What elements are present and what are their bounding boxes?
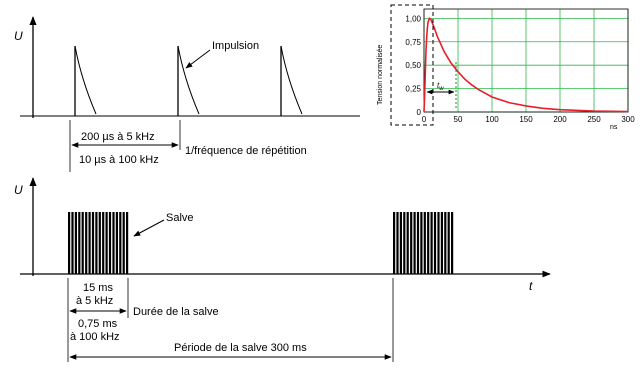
impulse-3	[280, 45, 303, 116]
burst-pulse	[81, 212, 84, 274]
x-tick-label-5: 250	[587, 115, 601, 124]
burst-pulse	[403, 212, 406, 274]
burst-pulse	[406, 212, 409, 274]
burst-pulse	[78, 212, 81, 274]
chart-frame	[423, 8, 629, 113]
burst-pulse	[119, 212, 122, 274]
burst-duration-100khz-line2: à 100 kHz	[70, 331, 120, 343]
burst-pulse	[440, 212, 443, 274]
y-tick-labels: 1,00 0,75 0,50 0,25 0	[405, 14, 421, 117]
burst-pulse	[102, 212, 105, 274]
y-tick-label-2: 0,50	[405, 61, 421, 70]
burst-pulse	[399, 212, 402, 274]
x-tick-labels: 0 50 100 150 200 250 300	[422, 115, 635, 124]
burst-pulse	[85, 212, 88, 274]
burst-pulse	[427, 212, 430, 274]
x-tick-label-4: 200	[553, 115, 567, 124]
impulse-pointer	[185, 49, 211, 69]
chart-xunit: ns	[610, 124, 618, 131]
burst-pulse	[105, 212, 108, 274]
top-impulse-diagram: U Impulsion 200 µs à 5 kHz 10 µs à 100 k…	[14, 16, 360, 172]
burst-duration-5khz-line2: à 5 kHz	[76, 295, 113, 307]
burst-pulse	[126, 212, 129, 274]
burst-pulse	[396, 212, 399, 274]
y-tick-label-1: 0,75	[405, 38, 421, 47]
x-tick-label-3: 150	[519, 115, 533, 124]
burst-pulse	[71, 212, 74, 274]
burst-1	[68, 212, 129, 274]
burst-duration-5khz-line1: 15 ms	[83, 282, 113, 294]
burst-pulse	[416, 212, 420, 274]
rise-time-zoom-box	[390, 4, 434, 126]
x-tick-label-2: 100	[485, 115, 499, 124]
burst-pulse	[98, 212, 101, 274]
x-tick-label-0: 0	[422, 115, 427, 124]
burst-pulse	[74, 212, 77, 274]
x-tick-label-6: 300	[621, 115, 635, 124]
impulse-2	[177, 45, 200, 116]
impulse-1	[74, 45, 97, 116]
burst-pulse	[112, 212, 115, 274]
burst-duration-100khz-line1: 0,75 ms	[78, 318, 118, 330]
burst-pulse	[95, 212, 98, 274]
burst-pulse	[444, 212, 447, 274]
burst-pulse	[447, 212, 450, 274]
burst-pointer	[133, 219, 165, 237]
repetition-label: 1/fréquence de répétition	[185, 145, 307, 157]
bottom-burst-diagram: U t Salve 15 ms à 5 kHz Durée de la salv…	[14, 177, 551, 362]
burst-label: Salve	[166, 212, 194, 224]
pulse-curve	[423, 17, 629, 113]
chart-grid	[423, 9, 629, 113]
burst-pulse	[393, 212, 396, 274]
y-tick-label-4: 0	[417, 108, 422, 117]
chart-ylabel: Tension normalisée	[377, 45, 384, 105]
burst-pulse	[423, 212, 426, 274]
top-axis-label-u: U	[14, 29, 23, 43]
y-tick-label-3: 0,25	[405, 85, 421, 94]
burst-pulse	[88, 212, 91, 274]
bottom-axis-label-u: U	[14, 183, 23, 197]
pulse-chart: 1,000,750,500,250 0 50 100 150 200 250 300 ns …	[377, 4, 635, 131]
burst-period-label: Période de la salve 300 ms	[174, 342, 307, 354]
tw-label: tw	[437, 81, 444, 92]
period-100khz-label: 10 µs à 100 kHz	[79, 154, 159, 166]
burst-pulse	[433, 212, 437, 274]
burst-pulse	[437, 212, 440, 274]
burst-pulse	[430, 212, 433, 274]
burst-pulse	[451, 212, 454, 274]
burst-pulse	[91, 212, 95, 274]
burst-2	[393, 212, 454, 274]
period-5khz-label: 200 µs à 5 kHz	[81, 131, 155, 143]
bottom-axis-label-t: t	[529, 279, 533, 293]
burst-duration-label: Durée de la salve	[133, 306, 219, 318]
burst-pulse	[413, 212, 416, 274]
y-tick-label-0: 1,00	[405, 14, 421, 23]
burst-pulse	[115, 212, 118, 274]
burst-pulse	[420, 212, 423, 274]
burst-pulse	[68, 212, 71, 274]
impulse-label: Impulsion	[212, 40, 259, 52]
x-tick-label-1: 50	[454, 115, 463, 124]
burst-pulse	[108, 212, 112, 274]
burst-pulse	[410, 212, 413, 274]
burst-pulse	[122, 212, 125, 274]
